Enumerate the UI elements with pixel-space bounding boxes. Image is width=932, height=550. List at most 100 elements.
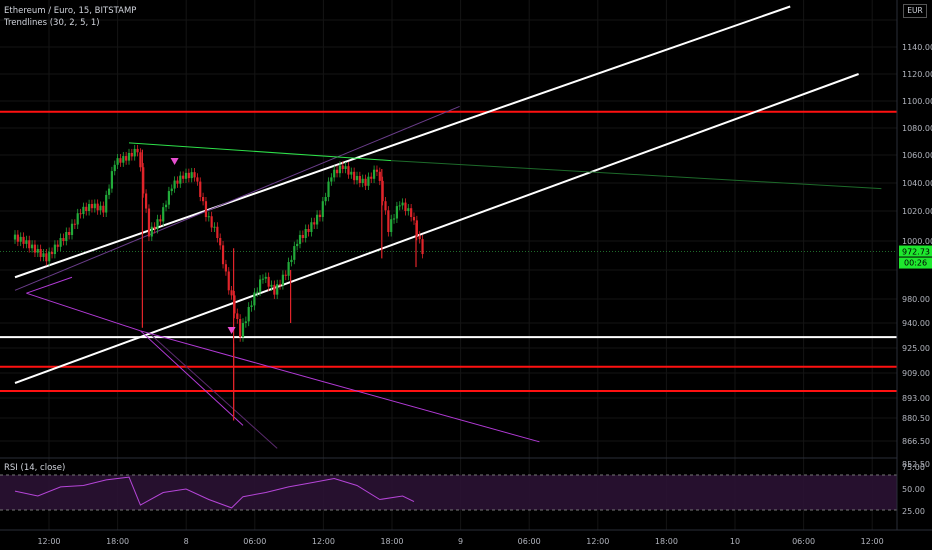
candle-body [199, 181, 202, 197]
candle-body [142, 167, 145, 194]
candle-body [85, 206, 88, 211]
candle-body [355, 176, 359, 181]
currency-badge[interactable]: EUR [903, 4, 927, 18]
price-tick-label: 925.00 [902, 344, 930, 353]
candle-body [350, 171, 353, 175]
price-tick-label: 880.50 [902, 414, 930, 423]
signal-markers [170, 158, 236, 334]
candle-body [378, 171, 381, 181]
candle-body [236, 313, 239, 319]
candle-body [73, 223, 76, 225]
signal-marker [170, 158, 179, 165]
price-tick-label: 1060.00 [902, 151, 932, 160]
candle-body [227, 271, 230, 291]
candle-body [96, 203, 99, 211]
candle-body [415, 220, 418, 236]
price-tick-label: 940.00 [902, 319, 930, 328]
candle-body [204, 201, 208, 217]
chart-title: Ethereum / Euro, 15, BITSTAMP [4, 6, 137, 16]
candle-body [216, 226, 219, 238]
candle-body [298, 235, 302, 244]
purple-trendline [26, 292, 141, 332]
candle-body [68, 232, 71, 235]
candle-body [33, 244, 37, 253]
time-tick-label: 06:00 [792, 537, 815, 546]
candle-body [202, 197, 205, 202]
candle-body [65, 232, 68, 241]
candle-body [19, 236, 22, 242]
candle-body [119, 158, 122, 163]
candle-body [182, 175, 185, 179]
candle-body [42, 253, 45, 257]
candle-body [267, 276, 270, 287]
candle-body [156, 219, 159, 229]
candle-body [327, 181, 330, 197]
price-tick-label: 1080.00 [902, 124, 932, 133]
candle-body [233, 295, 236, 314]
candle-body [358, 176, 361, 183]
rsi-line [14, 476, 415, 509]
candle-body [99, 205, 102, 211]
candle-body [93, 203, 96, 209]
candle-body [370, 176, 373, 179]
candle-body [25, 240, 28, 244]
candle-body [170, 188, 173, 192]
candle-body [284, 274, 287, 276]
candle-body [276, 284, 279, 295]
candle-body [278, 284, 282, 286]
candle-body [230, 290, 233, 296]
time-tick-label: 12:00 [37, 537, 60, 546]
candle-body [407, 208, 410, 211]
candles [13, 144, 424, 421]
candle-body [367, 176, 370, 186]
candle-body [207, 216, 210, 218]
candle-body [79, 213, 82, 215]
candle-body [62, 238, 65, 241]
candle-body [301, 235, 304, 238]
candle-body [193, 172, 196, 178]
candle-body [16, 234, 19, 242]
rsi-legend[interactable]: RSI (14, close) [4, 463, 66, 473]
candle-body [421, 239, 424, 255]
time-tick-label: 18:00 [655, 537, 678, 546]
candle-body [130, 152, 133, 157]
candle-body [164, 204, 168, 208]
candle-body [224, 264, 227, 272]
rsi-band [0, 475, 897, 510]
candle-body [113, 164, 116, 172]
candle-body [13, 234, 17, 240]
candle-body [139, 152, 142, 168]
candle-body [167, 191, 170, 205]
candle-body [313, 222, 316, 225]
study-legend[interactable]: Trendlines (30, 2, 5, 1) [4, 18, 100, 28]
candle-body [335, 169, 339, 174]
candle-body [244, 321, 247, 323]
candle-body [296, 243, 299, 247]
candle-body [213, 226, 216, 228]
price-tick-label: 1020.00 [902, 207, 932, 216]
time-tick-label: 18:00 [380, 537, 403, 546]
candle-body [401, 202, 404, 206]
horizontal-levels [0, 110, 897, 392]
candle-body [316, 214, 319, 225]
candle-body [384, 201, 387, 211]
rsi-tick-label: 25.00 [902, 507, 925, 516]
candle-body [259, 279, 262, 292]
candle-body [190, 172, 193, 179]
candle-body [293, 246, 296, 260]
candle-body [381, 180, 384, 202]
candle-body [281, 274, 284, 286]
candle-body [56, 244, 59, 247]
candle-body [318, 214, 322, 217]
candle-body [107, 188, 111, 195]
candle-body [22, 236, 25, 244]
candle-body [390, 219, 393, 232]
candle-body [39, 248, 42, 257]
price-tick-label: 1120.00 [902, 70, 932, 79]
candle-body [253, 292, 256, 306]
time-tick-label: 12:00 [861, 537, 884, 546]
price-tick-label: 909.00 [902, 369, 930, 378]
purple-trendline [140, 330, 540, 443]
candle-body [196, 177, 199, 182]
